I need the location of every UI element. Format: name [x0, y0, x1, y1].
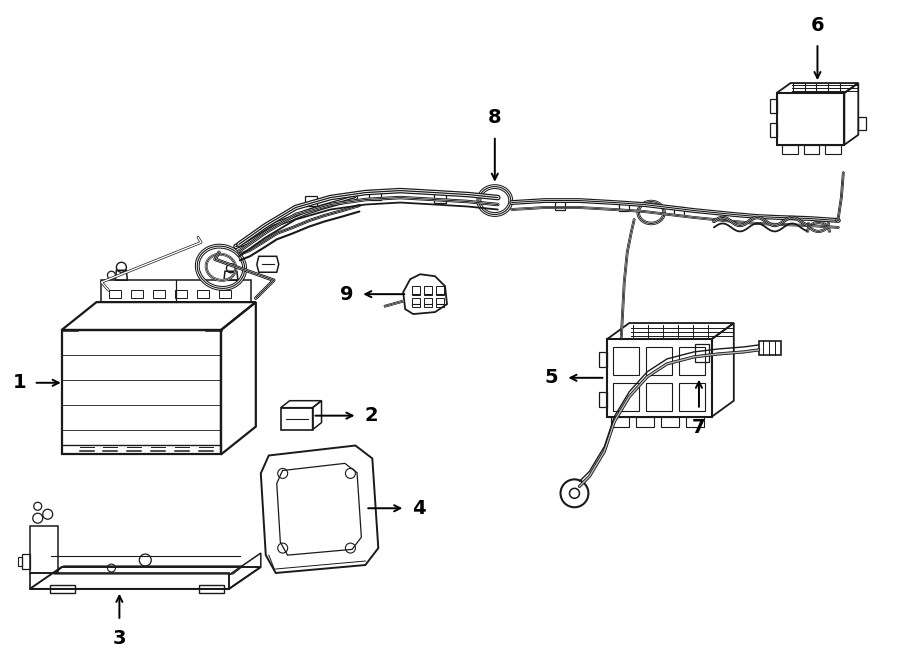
Bar: [197, 290, 209, 298]
Bar: [662, 416, 679, 426]
Bar: [781, 145, 797, 154]
Bar: [646, 347, 672, 375]
Bar: [153, 290, 166, 298]
Bar: [825, 145, 842, 154]
Text: 5: 5: [544, 368, 559, 387]
Text: 2: 2: [364, 406, 378, 425]
Bar: [131, 290, 143, 298]
Bar: [646, 383, 672, 410]
Text: 1: 1: [14, 373, 27, 393]
Bar: [424, 298, 432, 307]
Text: 6: 6: [811, 17, 824, 35]
Bar: [679, 383, 705, 410]
Bar: [436, 286, 444, 295]
Bar: [613, 347, 639, 375]
Text: 8: 8: [488, 108, 501, 127]
Bar: [686, 416, 704, 426]
Text: 4: 4: [412, 498, 426, 518]
Bar: [304, 195, 317, 205]
Text: 3: 3: [112, 629, 126, 647]
Bar: [619, 201, 629, 211]
Bar: [424, 286, 432, 295]
Bar: [219, 290, 231, 298]
Bar: [436, 298, 444, 307]
Bar: [369, 189, 382, 199]
Bar: [695, 344, 709, 362]
Bar: [611, 416, 629, 426]
Bar: [674, 207, 684, 216]
Bar: [412, 298, 420, 307]
Bar: [679, 347, 705, 375]
Bar: [176, 290, 187, 298]
Text: 7: 7: [692, 418, 706, 437]
Bar: [759, 341, 780, 355]
Bar: [110, 290, 122, 298]
Bar: [613, 383, 639, 410]
Bar: [636, 416, 654, 426]
Bar: [412, 286, 420, 295]
Text: 9: 9: [340, 285, 354, 304]
Bar: [434, 193, 446, 203]
Bar: [804, 145, 819, 154]
Bar: [554, 201, 564, 209]
